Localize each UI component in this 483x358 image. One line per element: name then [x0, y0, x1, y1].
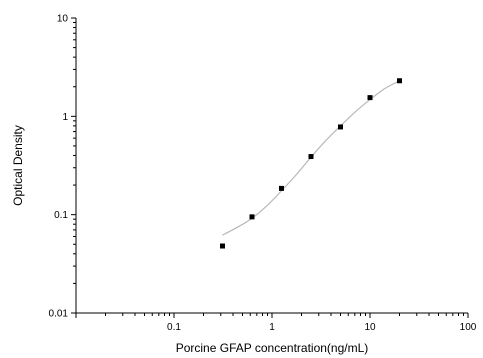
x-ticks: 0.1 1 10 100 — [75, 313, 477, 333]
x-tick-label: 100 — [460, 322, 477, 333]
y-tick-label: 0.1 — [54, 210, 68, 221]
y-axis-title: Optical Density — [11, 125, 25, 206]
x-axis-title: Porcine GFAP concentration(ng/mL) — [176, 341, 369, 355]
data-points — [219, 78, 403, 249]
y-tick-label: 0.01 — [49, 309, 69, 320]
data-point — [367, 95, 373, 101]
data-point — [249, 214, 255, 220]
data-point — [219, 243, 225, 249]
x-tick-label: 10 — [364, 322, 376, 333]
x-tick-label: 0.1 — [167, 322, 181, 333]
y-tick-label: 1 — [62, 112, 68, 123]
data-point — [308, 154, 314, 160]
y-ticks: 0.01 0.1 1 10 — [49, 14, 76, 320]
y-tick-label: 10 — [57, 14, 69, 25]
data-point — [397, 78, 403, 84]
data-point — [278, 185, 284, 191]
data-point — [337, 124, 343, 130]
x-tick-label: 1 — [269, 322, 275, 333]
axes — [75, 18, 468, 314]
